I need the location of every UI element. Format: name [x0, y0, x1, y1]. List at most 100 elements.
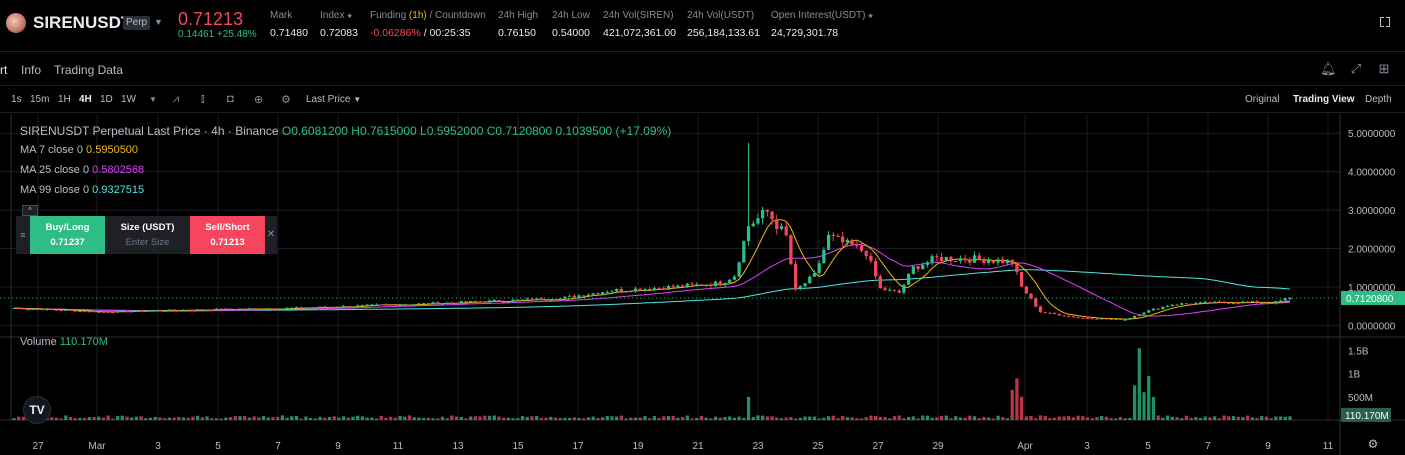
- chevron-up-icon[interactable]: ^: [22, 205, 38, 216]
- candle-body: [506, 301, 511, 303]
- fullscreen-icon[interactable]: ⤢: [1350, 61, 1362, 76]
- volume-bar: [1085, 417, 1090, 420]
- candle-body: [68, 309, 73, 311]
- candle-body: [1208, 301, 1212, 304]
- interval-1s[interactable]: 1s: [11, 94, 22, 105]
- interval-1d[interactable]: 1D: [100, 94, 113, 105]
- candle-body: [1128, 317, 1132, 320]
- volume-bar: [888, 418, 892, 420]
- candle-style-icon[interactable]: ⫾: [201, 93, 205, 105]
- interval-1w[interactable]: 1W: [121, 94, 136, 105]
- volume-bar: [685, 415, 689, 420]
- candle-body: [177, 310, 181, 312]
- index-value: 0.72083: [320, 27, 358, 39]
- candle-body: [417, 303, 421, 305]
- tab-info[interactable]: Info: [21, 63, 42, 77]
- candle-body: [1142, 312, 1146, 315]
- candle-body: [17, 308, 21, 310]
- indicators-icon[interactable]: ⩘: [173, 93, 180, 105]
- volume-bar: [487, 415, 492, 420]
- candle-body: [59, 310, 63, 312]
- sell-short-button[interactable]: Sell/Short 0.71213: [190, 216, 265, 254]
- price-type-select[interactable]: Last Price ▼: [306, 94, 361, 105]
- funding-period: (1h): [408, 10, 427, 21]
- tab-chart[interactable]: rt: [0, 63, 8, 77]
- view-trading-view[interactable]: Trading View: [1293, 94, 1355, 105]
- volume-bar: [64, 415, 68, 420]
- candle-body: [1001, 259, 1005, 264]
- candle-body: [412, 304, 416, 306]
- interval-4h[interactable]: 4H: [79, 94, 92, 105]
- current-volume-label: 110.170M: [1345, 411, 1389, 422]
- volume-bar: [657, 418, 661, 420]
- volume-bar: [1123, 418, 1127, 420]
- volume-bar: [318, 416, 322, 420]
- drag-handle-icon[interactable]: ≡: [16, 216, 30, 254]
- volume-bar: [191, 416, 195, 420]
- camera-icon[interactable]: ◘: [227, 93, 234, 105]
- volume-bar: [954, 416, 958, 420]
- volume-bar: [1128, 417, 1132, 420]
- interval-15m[interactable]: 15m: [30, 94, 50, 105]
- price-axis-label: 1.0000000: [1348, 283, 1396, 294]
- volume-bar: [290, 416, 294, 420]
- volume-bar: [379, 415, 383, 420]
- symbol-name[interactable]: SIRENUSDT: [33, 13, 132, 32]
- candle-body: [539, 298, 543, 301]
- candle-body: [676, 285, 680, 288]
- volume-bar: [615, 416, 619, 420]
- view-original[interactable]: Original: [1245, 94, 1280, 105]
- volume-bar: [228, 417, 233, 420]
- volume-bar: [704, 417, 708, 420]
- candle-body: [638, 288, 642, 291]
- candle-body: [789, 235, 793, 264]
- size-input[interactable]: Size (USDT) Enter Size: [105, 216, 190, 254]
- candle-body: [492, 300, 496, 302]
- buy-long-button[interactable]: Buy/Long 0.71237: [30, 216, 105, 254]
- time-axis-label: 29: [932, 441, 944, 452]
- candle-body: [1161, 306, 1165, 310]
- candle-body: [469, 301, 473, 303]
- candle-body: [1222, 301, 1226, 303]
- candle-body: [1227, 302, 1231, 304]
- tab-trading-data[interactable]: Trading Data: [54, 63, 123, 77]
- chevron-down-icon[interactable]: ▼: [149, 95, 157, 104]
- candle-body: [902, 284, 906, 293]
- candle-body: [1076, 317, 1080, 319]
- candle-body: [12, 308, 16, 310]
- candle-body: [1288, 298, 1292, 300]
- price-chart[interactable]: 0.7120800 5.0000000 4.0000000 3.0000000 2.00…: [0, 114, 1405, 455]
- candle-body: [1123, 319, 1127, 321]
- volume-bar: [181, 417, 186, 420]
- ma25-value: 0.5802568: [92, 164, 145, 176]
- expand-icon[interactable]: [1380, 17, 1390, 27]
- close-icon[interactable]: ✕: [265, 216, 277, 254]
- volume-bar: [737, 416, 741, 420]
- star-icon[interactable]: ★: [867, 13, 874, 20]
- volume-bar: [1241, 417, 1245, 420]
- buy-price: 0.71237: [50, 237, 85, 248]
- candle-body: [497, 300, 501, 302]
- candle-body: [685, 283, 689, 287]
- volume-bar: [384, 417, 388, 420]
- volume-bar: [728, 416, 732, 420]
- time-axis-label: 27: [32, 441, 44, 452]
- volume-bar: [558, 418, 562, 420]
- view-depth[interactable]: Depth: [1365, 94, 1392, 105]
- interval-1h[interactable]: 1H: [58, 94, 71, 105]
- candle-body: [87, 311, 91, 313]
- chart-settings-icon[interactable]: ⚙︎: [1367, 437, 1379, 451]
- layout-grid-icon[interactable]: ⊞: [1378, 61, 1390, 76]
- settings-icon[interactable]: ⚙︎: [281, 94, 291, 106]
- volume-bar: [210, 418, 214, 420]
- candle-body: [148, 310, 153, 312]
- add-indicator-icon[interactable]: ⊕: [254, 94, 264, 106]
- candle-body: [591, 293, 595, 295]
- bell-icon[interactable]: 🔔︎: [1320, 61, 1337, 76]
- price-axis-label: 2.0000000: [1348, 245, 1396, 256]
- chevron-down-icon[interactable]: ▼: [154, 17, 163, 27]
- star-icon[interactable]: ★: [346, 13, 353, 20]
- volume-bar: [525, 416, 529, 420]
- tradingview-logo-icon[interactable]: TV: [23, 396, 51, 424]
- candle-body: [1165, 306, 1170, 308]
